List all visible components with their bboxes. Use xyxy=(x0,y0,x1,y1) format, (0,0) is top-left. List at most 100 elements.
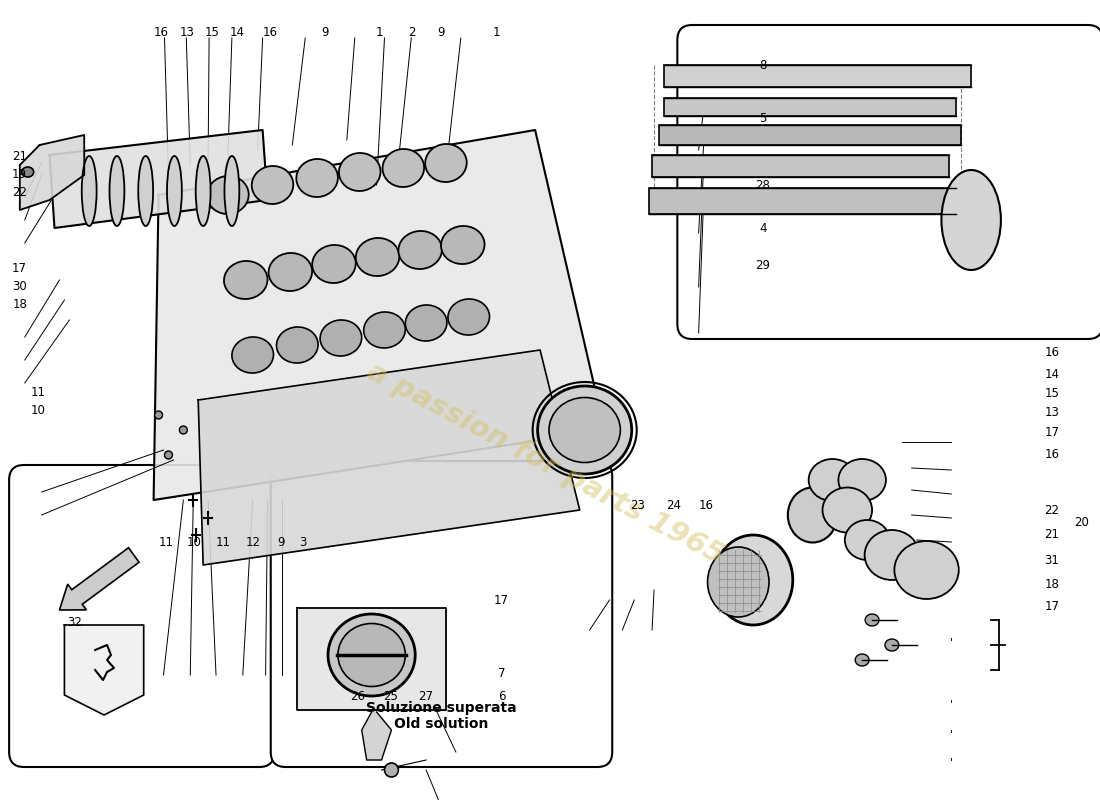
Text: 17: 17 xyxy=(12,262,28,274)
Ellipse shape xyxy=(355,238,399,276)
Ellipse shape xyxy=(207,176,249,214)
Ellipse shape xyxy=(538,386,631,474)
Ellipse shape xyxy=(268,253,312,291)
Text: 16: 16 xyxy=(1044,346,1059,358)
Ellipse shape xyxy=(224,156,240,226)
Ellipse shape xyxy=(788,487,837,542)
Polygon shape xyxy=(198,350,580,565)
Text: 29: 29 xyxy=(756,259,771,272)
Text: 14: 14 xyxy=(1044,368,1059,381)
Ellipse shape xyxy=(339,153,381,191)
Text: 5: 5 xyxy=(759,112,767,125)
Ellipse shape xyxy=(328,614,415,696)
Ellipse shape xyxy=(405,305,447,341)
Text: 16: 16 xyxy=(698,499,714,512)
Polygon shape xyxy=(65,625,144,715)
FancyBboxPatch shape xyxy=(271,461,613,767)
Text: 9: 9 xyxy=(438,26,446,38)
Ellipse shape xyxy=(845,520,890,560)
Ellipse shape xyxy=(110,156,124,226)
Ellipse shape xyxy=(22,167,34,177)
Bar xyxy=(649,188,956,214)
Text: 27: 27 xyxy=(418,690,432,702)
Text: 4: 4 xyxy=(759,222,767,234)
Text: 20: 20 xyxy=(1074,516,1089,529)
Polygon shape xyxy=(362,712,392,760)
Ellipse shape xyxy=(224,261,267,299)
Text: 12: 12 xyxy=(245,536,261,549)
Ellipse shape xyxy=(865,614,879,626)
Ellipse shape xyxy=(884,639,899,651)
FancyBboxPatch shape xyxy=(678,25,1100,339)
Text: 23: 23 xyxy=(630,499,645,512)
Ellipse shape xyxy=(196,156,210,226)
Text: 22: 22 xyxy=(12,186,28,199)
Text: 28: 28 xyxy=(756,179,770,192)
Text: 6: 6 xyxy=(497,690,505,702)
Ellipse shape xyxy=(276,327,318,363)
FancyBboxPatch shape xyxy=(9,465,274,767)
Ellipse shape xyxy=(838,459,886,501)
Ellipse shape xyxy=(549,398,620,462)
Text: 16: 16 xyxy=(154,26,168,38)
Text: a passion for parts 1965: a passion for parts 1965 xyxy=(362,358,728,570)
Text: 3: 3 xyxy=(299,536,307,549)
Ellipse shape xyxy=(167,156,182,226)
Ellipse shape xyxy=(364,312,405,348)
Ellipse shape xyxy=(855,654,869,666)
Polygon shape xyxy=(297,608,446,710)
Text: 9: 9 xyxy=(321,26,329,38)
Polygon shape xyxy=(154,130,605,500)
Text: 11: 11 xyxy=(216,536,231,549)
Ellipse shape xyxy=(383,149,425,187)
Ellipse shape xyxy=(425,144,466,182)
Text: 24: 24 xyxy=(667,499,681,512)
Ellipse shape xyxy=(81,156,97,226)
Ellipse shape xyxy=(312,245,355,283)
Text: 1: 1 xyxy=(375,26,383,38)
Ellipse shape xyxy=(441,226,485,264)
Ellipse shape xyxy=(808,459,856,501)
Text: 17: 17 xyxy=(1044,426,1059,438)
Text: 32: 32 xyxy=(67,616,81,629)
Text: 9: 9 xyxy=(277,536,285,549)
Text: 11: 11 xyxy=(158,536,173,549)
Ellipse shape xyxy=(252,166,294,204)
Text: 31: 31 xyxy=(1045,554,1059,566)
Text: 13: 13 xyxy=(180,26,195,38)
Ellipse shape xyxy=(398,231,442,269)
Text: 16: 16 xyxy=(263,26,278,38)
Ellipse shape xyxy=(296,159,338,197)
FancyArrow shape xyxy=(59,548,139,610)
Text: 8: 8 xyxy=(759,59,767,72)
Text: 15: 15 xyxy=(205,26,220,38)
Ellipse shape xyxy=(865,530,920,580)
Text: Soluzione superata
Old solution: Soluzione superata Old solution xyxy=(366,701,517,731)
Text: 11: 11 xyxy=(31,386,46,398)
Ellipse shape xyxy=(448,299,490,335)
Text: 18: 18 xyxy=(12,298,28,311)
Ellipse shape xyxy=(165,451,173,459)
Text: 13: 13 xyxy=(1045,406,1059,419)
Polygon shape xyxy=(50,130,267,228)
Text: 26: 26 xyxy=(350,690,365,702)
Text: 17: 17 xyxy=(1044,600,1059,613)
Text: 7: 7 xyxy=(497,667,505,680)
Ellipse shape xyxy=(714,535,793,625)
Ellipse shape xyxy=(894,541,959,599)
Ellipse shape xyxy=(942,170,1001,270)
Ellipse shape xyxy=(338,623,405,686)
Text: 30: 30 xyxy=(12,280,28,293)
Text: 21: 21 xyxy=(1044,528,1059,541)
Text: 18: 18 xyxy=(1045,578,1059,590)
Text: 10: 10 xyxy=(187,536,201,549)
Text: 15: 15 xyxy=(1045,387,1059,400)
Text: 14: 14 xyxy=(230,26,245,38)
Polygon shape xyxy=(20,135,85,210)
Text: 16: 16 xyxy=(1044,448,1059,461)
Text: 19: 19 xyxy=(12,168,28,181)
Text: 17: 17 xyxy=(494,594,509,606)
Ellipse shape xyxy=(823,487,872,533)
Text: 1: 1 xyxy=(492,26,499,38)
Text: 22: 22 xyxy=(1044,504,1059,517)
